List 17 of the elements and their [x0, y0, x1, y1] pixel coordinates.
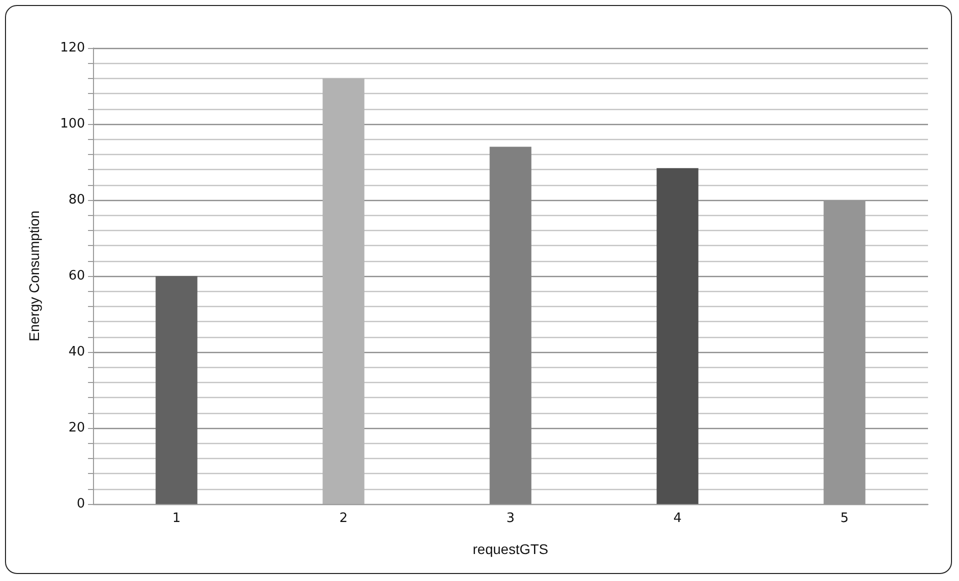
y-tick-label: 40	[68, 344, 85, 360]
y-tick-label: 120	[60, 40, 85, 56]
y-tick-label: 0	[76, 496, 85, 512]
x-tick-label: 4	[673, 511, 682, 526]
y-axis-title: Energy Consumption	[26, 210, 42, 342]
bar	[656, 168, 698, 504]
x-tick-label: 5	[840, 511, 849, 526]
y-tick-label: 80	[68, 192, 85, 208]
y-tick-label: 100	[60, 116, 85, 132]
x-axis-title: requestGTS	[472, 541, 548, 557]
y-tick-label: 60	[68, 268, 85, 284]
x-tick-label: 3	[506, 511, 515, 526]
y-tick-label: 20	[68, 420, 85, 436]
x-tick-label: 2	[339, 511, 348, 526]
bar	[156, 276, 198, 504]
x-tick-label: 1	[172, 511, 181, 526]
bar	[322, 78, 364, 504]
